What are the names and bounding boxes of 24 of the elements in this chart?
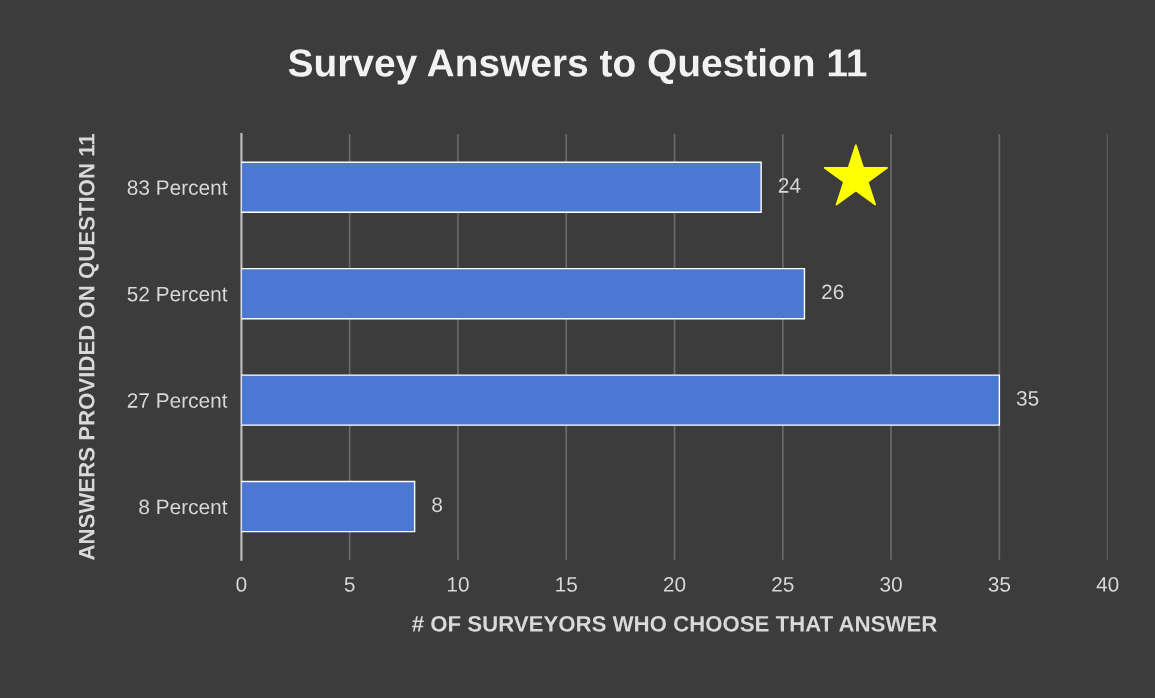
data-label: 24 [778, 178, 801, 193]
x-axis-title: # OF SURVEYORS WHO CHOOSE THAT ANSWER [412, 615, 937, 632]
x-tick-label: 25 [772, 577, 794, 592]
bar [241, 480, 416, 533]
x-tick-label: 15 [556, 577, 577, 592]
data-label: 8 [432, 497, 442, 513]
y-tick-label: 8 Percent [139, 499, 228, 515]
x-tick-label: 30 [880, 577, 902, 592]
bar [241, 161, 762, 213]
y-tick-label: 83 Percent [127, 180, 228, 195]
x-tick-label: 10 [447, 577, 469, 592]
y-tick-label: 27 Percent [127, 393, 228, 408]
x-tick-label: 5 [344, 577, 355, 592]
x-tick-label: 20 [663, 577, 686, 592]
x-tick-label: 35 [988, 577, 1011, 592]
x-tick-label: 40 [1096, 577, 1119, 592]
bar [241, 267, 806, 320]
bar [241, 374, 1001, 426]
chart-title: Survey Answers to Question 11 [288, 48, 867, 85]
data-label: 35 [1016, 390, 1039, 406]
y-tick-label: 52 Percent [127, 286, 228, 302]
y-axis-title: ANSWERS PROVIDED ON QUESTION 11 [78, 133, 99, 560]
x-tick-label: 0 [236, 577, 247, 592]
data-label: 26 [822, 284, 844, 300]
